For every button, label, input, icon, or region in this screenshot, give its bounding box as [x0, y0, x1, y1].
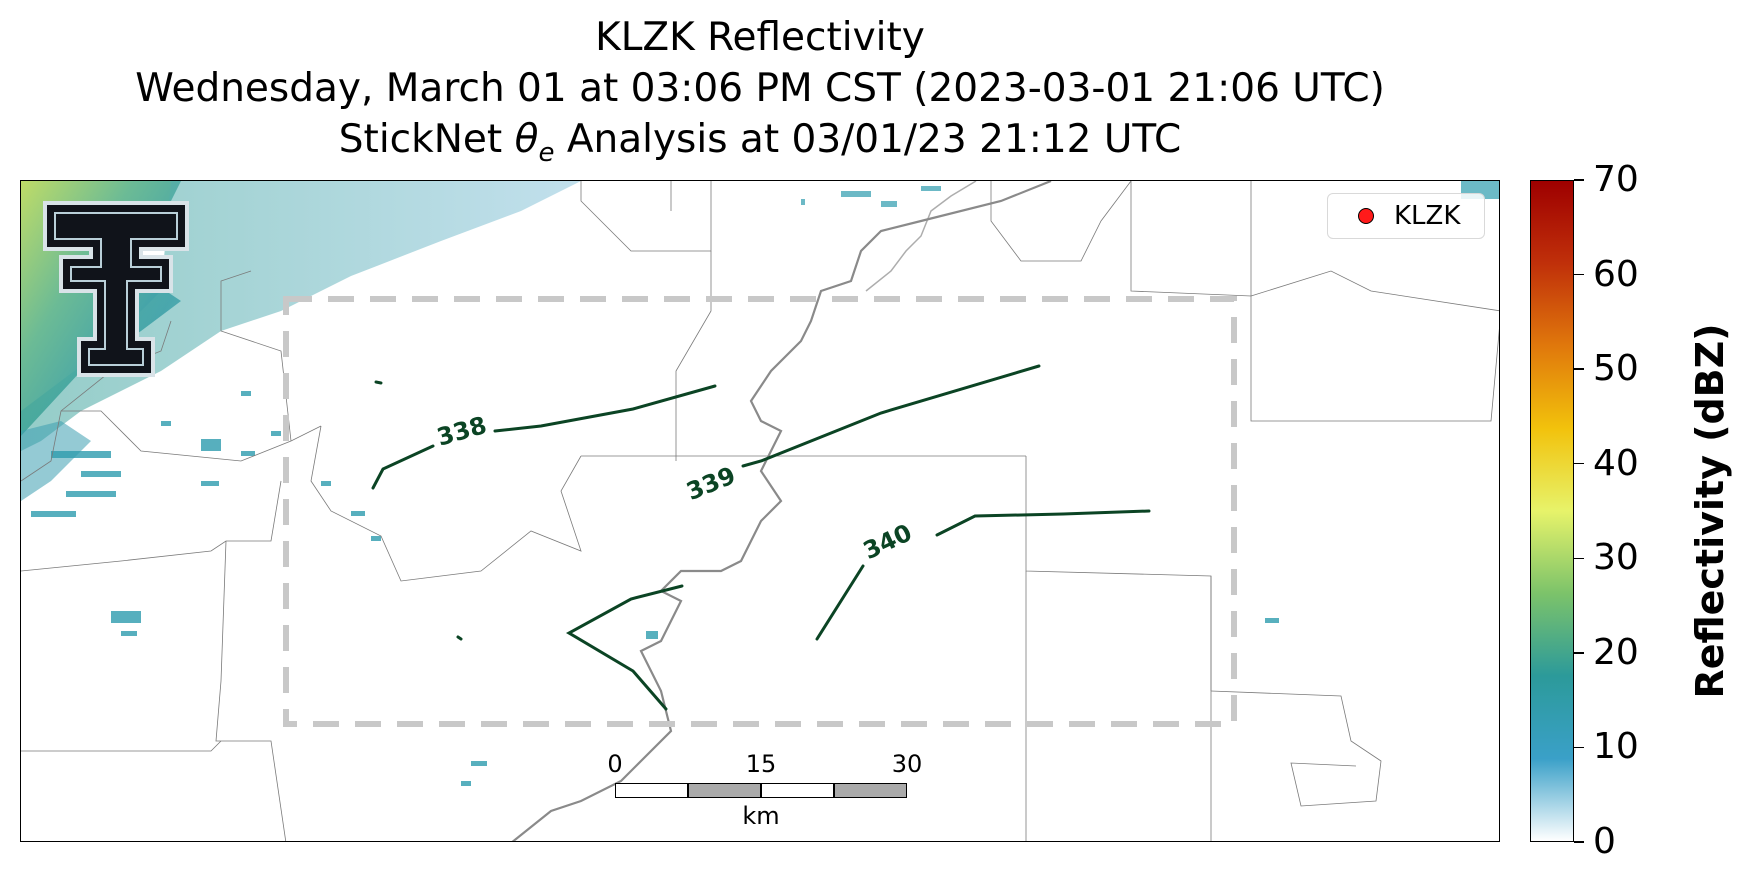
theta-e-contours [371, 364, 1151, 711]
reflectivity-echoes [21, 181, 1499, 786]
colorbar-tick-mark [1574, 557, 1584, 560]
scale-segment [834, 783, 907, 798]
contour-label-338: 338 [434, 411, 490, 452]
scale-unit: km [742, 802, 780, 830]
figure-title: KLZK Reflectivity Wednesday, March 01 at… [20, 12, 1500, 179]
colorbar-tick-mark [1574, 179, 1584, 181]
contour-339-line [565, 364, 1041, 711]
colorbar-tick-mark [1574, 368, 1584, 370]
colorbar-tick-mark [1574, 273, 1584, 276]
colorbar-tick-mark [1574, 746, 1584, 749]
contour-label-339: 339 [683, 461, 740, 506]
texas-tech-logo [43, 201, 189, 377]
colorbar-tick-label: 40 [1593, 442, 1639, 484]
radar-site-marker [1358, 208, 1374, 224]
river-boundary [511, 181, 1052, 841]
title-line-3: StickNet θe Analysis at 03/01/23 21:12 U… [338, 117, 1182, 168]
colorbar-tick-label: 10 [1593, 726, 1639, 768]
contour-338-line [371, 384, 717, 490]
radar-map[interactable]: 338 339 340 KLZK 0 15 30 km [20, 180, 1500, 842]
colorbar-title: Reflectivity (dBZ) [1688, 323, 1732, 699]
legend: KLZK [1327, 193, 1485, 239]
theta-e-contour-labels: 338 339 340 [434, 411, 916, 565]
scale-bar: 0 15 30 km [607, 750, 935, 829]
scale-segment [761, 783, 834, 798]
title-line-2: Wednesday, March 01 at 03:06 PM CST (202… [135, 66, 1385, 111]
contour-340-line [815, 509, 1151, 641]
map-canvas: 338 339 340 [21, 181, 1499, 841]
theta-symbol: θ [514, 117, 539, 162]
contour-label-340: 340 [859, 518, 916, 565]
colorbar-tick-mark [1574, 462, 1584, 465]
scale-tick-30: 30 [891, 750, 923, 778]
colorbar-tick-mark [1574, 841, 1584, 843]
scale-tick-0: 0 [607, 750, 623, 778]
colorbar-tick-label: 20 [1593, 631, 1639, 673]
scale-tick-15: 15 [745, 750, 777, 778]
legend-label-klzk: KLZK [1394, 201, 1461, 231]
colorbar-tick-mark [1574, 652, 1584, 654]
colorbar-tick-label: 50 [1593, 348, 1639, 390]
title-line-1: KLZK Reflectivity [595, 15, 925, 60]
scale-segment [615, 783, 688, 798]
scale-segment [688, 783, 761, 798]
analysis-domain-box [283, 296, 1237, 727]
colorbar-tick-label: 0 [1593, 821, 1616, 862]
colorbar-tick-label: 70 [1593, 159, 1639, 200]
colorbar-tick-label: 60 [1593, 253, 1639, 295]
reflectivity-colorbar [1530, 180, 1574, 842]
colorbar-tick-label: 30 [1593, 537, 1639, 579]
